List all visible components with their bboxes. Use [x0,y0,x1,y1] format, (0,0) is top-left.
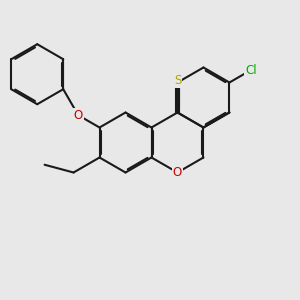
Text: Cl: Cl [245,64,256,77]
Text: O: O [173,166,182,179]
Text: O: O [74,109,83,122]
Text: S: S [174,74,181,87]
